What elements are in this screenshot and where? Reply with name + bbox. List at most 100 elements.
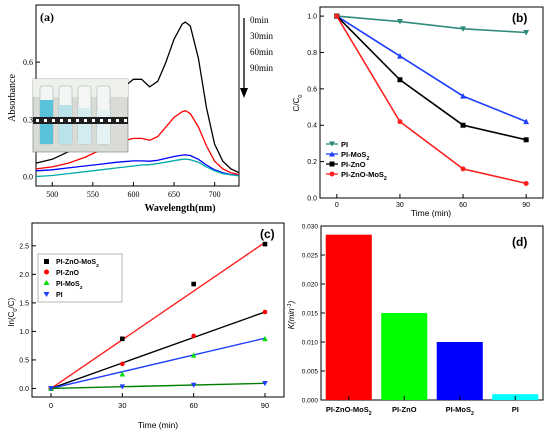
panel-d-xtick-label-1: PI-ZnO [392, 405, 417, 414]
panel-d-ytick-label-3: 0.015 [302, 311, 319, 318]
panel-b-point-1-3 [523, 118, 530, 125]
panel-b-legend-0: PI [341, 140, 348, 149]
panel-c-frame [31, 222, 285, 398]
panel-b-legend: PI PI-MoS2 PI-ZnO PI-ZnO-MoS2 [326, 140, 387, 182]
panel-b-legend-2: PI-ZnO [341, 160, 366, 169]
panel-a-legend-2: 60min [250, 47, 274, 57]
panel-b-point-3-1 [397, 119, 403, 125]
panel-b-series-1 [336, 15, 527, 123]
panel-a-xtick-label-2: 600 [127, 190, 139, 199]
panel-b-point-3-2 [460, 166, 466, 172]
panel-a-legend-0: 0min [250, 15, 269, 25]
panel-c-point-3-3 [262, 381, 268, 387]
panel-b-point-2-2 [460, 122, 466, 128]
panel-a-arrowhead [240, 88, 248, 98]
panel-a-xtick-label-1: 550 [87, 190, 99, 199]
panel-d: 0.000 0.005 0.010 0.015 0.020 0.025 0.030 PI-Zn… [287, 224, 544, 417]
panel-b-series-3 [336, 15, 527, 185]
panel-b-ytick-label-0: 0.0 [307, 196, 317, 203]
panel-d-ylabel: K(min-1) [287, 300, 296, 329]
panel-b-point-1-1 [397, 53, 403, 59]
vials-photo [32, 78, 129, 153]
panel-b-xtick-label-1: 30 [396, 202, 404, 209]
panel-a-series-2 [35, 154, 240, 177]
panel-a-legend-3: 90min [250, 63, 274, 73]
panel-b-xlabel: Time (min) [411, 208, 451, 218]
panel-a-ytick-label-1: 0.3 [23, 115, 33, 124]
panel-b-point-2-1 [397, 77, 403, 83]
panel-c-ytick-label-0: 0.0 [19, 386, 29, 393]
panel-b-point-2-3 [523, 137, 529, 143]
panel-d-xtick-label-2: PI-MoS2 [446, 405, 474, 417]
panel-a-series-3 [35, 158, 240, 178]
panel-b-point-3-3 [523, 180, 529, 186]
panel-d-bar-2 [436, 342, 483, 400]
panel-c-point-1-2 [191, 333, 196, 339]
panel-d-tag: (d) [512, 235, 527, 249]
panel-c-xtick-label-0: 0 [49, 401, 53, 410]
panel-c-point-2-2 [190, 352, 197, 358]
panel-c-legend-0: PI-ZnO-MoS2 [56, 259, 99, 269]
panel-b-point-0-2 [460, 26, 466, 32]
panel-c-ytick-label-3: 1.5 [19, 300, 29, 307]
panel-b-series-2 [336, 15, 527, 141]
panel-c-point-3-1 [119, 384, 126, 390]
panel-c-xlabel: Time (min) [138, 420, 178, 430]
panel-a-tag: (a) [40, 10, 54, 24]
panel-c-tag: (c) [260, 227, 275, 241]
panel-b-legend-3: PI-ZnO-MoS2 [341, 170, 387, 182]
panel-c-point-0-1 [120, 336, 125, 342]
panel-a-xtick-label-3: 650 [168, 190, 180, 199]
panel-d-bar-0 [325, 234, 372, 400]
panel-c-point-0-2 [191, 281, 196, 287]
panel-a-xtick-label-4: 700 [209, 190, 221, 199]
panel-d-ytick-label-1: 0.005 [302, 369, 319, 376]
panel-b-legend-1: PI-MoS2 [341, 150, 369, 162]
panel-a-xtick-label-0: 500 [46, 190, 58, 199]
panel-c-point-1-1 [120, 361, 125, 367]
panel-b-xtick-label-3: 90 [522, 202, 530, 209]
panel-a-ylabel: Absorbance [7, 74, 18, 122]
panel-c-legend-2: PI-MoS2 [56, 281, 83, 291]
panel-d-ytick-label-5: 0.025 [302, 253, 319, 260]
panel-d-bar-1 [381, 313, 428, 400]
panel-b-ytick-label-4: 0.8 [307, 50, 317, 57]
panel-a-series-1 [35, 110, 240, 176]
panel-b-point-0-3 [523, 29, 530, 36]
panel-c-legend: PI-ZnO-MoS2 PI-ZnO PI-MoS2 PI [37, 253, 123, 303]
panel-a-legend-1: 30min [250, 31, 274, 41]
panel-c-fit-2 [50, 337, 266, 390]
panel-a-xlabel: Wavelength(nm) [144, 203, 215, 214]
panel-b-xtick-label-0: 0 [335, 202, 339, 209]
panel-c-ytick-label-4: 2.0 [19, 272, 29, 279]
panel-c-legend-3: PI [56, 292, 63, 299]
panel-c-point-3-2 [190, 382, 197, 388]
panel-c-point-0-3 [262, 241, 268, 247]
panel-b-tag: (b) [512, 11, 527, 25]
panel-c-legend-box [37, 253, 123, 303]
panel-b-point-3-0 [334, 13, 340, 19]
panel-b-point-0-1 [397, 19, 403, 25]
panel-c-xtick-label-3: 90 [261, 401, 269, 410]
panel-c-ytick-label-2: 1.0 [19, 329, 29, 336]
panel-b-point-1-2 [460, 93, 466, 99]
panel-c-fit-1 [50, 311, 266, 390]
panel-c-ylabel: ln(C0/C) [7, 297, 19, 326]
panel-c: 0 30 60 90 0.0 0.5 1.0 1.5 2.0 2.5 (c) PI-ZnO-MoS… [7, 222, 285, 430]
panel-c-xtick-label-2: 60 [189, 401, 197, 410]
panel-d-ytick-label-0: 0.000 [302, 398, 319, 405]
panel-b-ytick-label-1: 0.2 [307, 159, 317, 166]
panel-b-ytick-label-5: 1.0 [307, 14, 317, 21]
panel-d-xtick-label-3: PI [512, 405, 519, 414]
panel-a-ytick-label-0: 0.0 [23, 172, 33, 181]
panel-b-ytick-label-2: 0.4 [307, 123, 317, 130]
panel-c-fit-0 [50, 241, 266, 390]
panel-b-series-0 [336, 15, 527, 34]
panel-d-ytick-label-2: 0.010 [302, 340, 319, 347]
panel-c-point-3-0 [48, 386, 54, 392]
panel-b-ytick-label-3: 0.6 [307, 86, 317, 93]
panel-c-ytick-label-5: 2.5 [19, 243, 29, 250]
panel-b-xtick-label-2: 60 [459, 202, 467, 209]
